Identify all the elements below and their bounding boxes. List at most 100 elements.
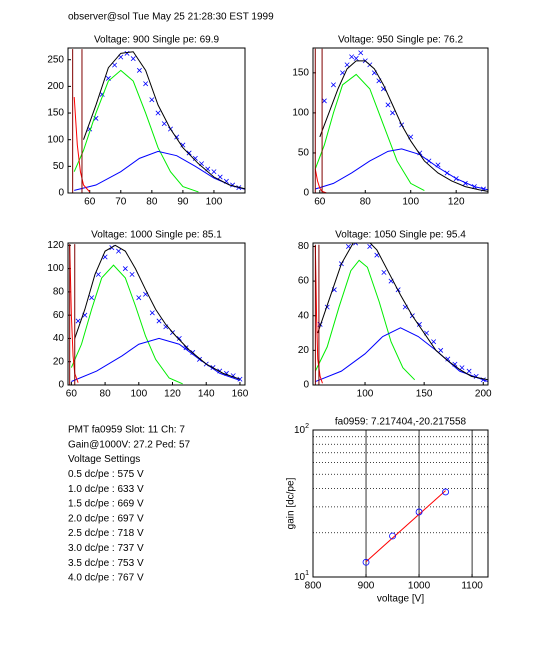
curve (314, 48, 323, 193)
y-tick-label: 100 (292, 108, 309, 119)
y-tick-label: 200 (47, 81, 64, 92)
chart-title: Voltage: 900 Single pe: 69.9 (94, 35, 220, 46)
data-point (122, 266, 128, 272)
y-tick-label: 0 (58, 188, 64, 199)
data-point (149, 97, 155, 103)
x-tick-label: 100 (130, 389, 147, 400)
axes-box (312, 47, 489, 194)
y-tick-label: 0 (303, 380, 309, 391)
info-line: 3.5 dc/pe : 753 V (68, 558, 144, 569)
x-tick-label: 90 (177, 197, 189, 208)
y-tick-exponent: 1 (305, 570, 309, 577)
data-point (149, 310, 155, 316)
axes: Voltage: 950 Single pe: 76.2 60 80 100 120 0 5… (292, 35, 489, 208)
data-point (129, 271, 135, 277)
data-point (75, 318, 81, 324)
data-point (349, 54, 355, 60)
data-point (466, 368, 472, 374)
data-point (155, 110, 161, 116)
info-line: PMT fa0959 Slot: 11 Ch: 7 (68, 425, 185, 436)
data-point (459, 365, 465, 371)
x-axis-label: voltage [V] (377, 594, 424, 605)
x-tick-label: 60 (66, 389, 78, 400)
curve (83, 51, 245, 190)
x-tick-label: 1100 (461, 581, 483, 592)
x-tick-label: 120 (164, 389, 181, 400)
x-tick-label: 100 (206, 197, 223, 208)
curve (315, 148, 488, 191)
y-tick-label: 50 (298, 148, 310, 159)
y-tick-label: 60 (298, 276, 310, 287)
data-point (136, 67, 142, 73)
data-point (381, 269, 387, 275)
data-point (385, 102, 391, 108)
data-point (442, 488, 449, 496)
info-line: 2.5 dc/pe : 718 V (68, 528, 144, 539)
curve (319, 60, 488, 192)
plot-area (314, 243, 488, 385)
curve (69, 245, 79, 383)
data-point (183, 345, 189, 351)
curve (74, 244, 241, 380)
data-point (431, 339, 437, 345)
plot-area (362, 488, 449, 566)
data-point (116, 248, 122, 254)
y-tick-label: 0 (303, 188, 309, 199)
axes-box (312, 429, 489, 578)
y-tick-label: 20 (53, 356, 65, 367)
data-point (192, 155, 198, 161)
data-point (353, 55, 359, 61)
curve (317, 243, 488, 381)
curve (72, 49, 83, 193)
y-tick-label: 150 (292, 67, 309, 78)
x-tick-label: 150 (416, 389, 433, 400)
x-tick-label: 160 (232, 389, 249, 400)
chart-title: fa0959: 7.217404,-20.217558 (335, 417, 467, 428)
info-line: 2.0 dc/pe : 697 V (68, 513, 144, 524)
y-tick-label: 80 (298, 241, 310, 252)
x-tick-label: 70 (115, 197, 127, 208)
data-point (163, 324, 169, 330)
curve (314, 73, 425, 192)
data-point (211, 169, 217, 175)
data-point (362, 558, 370, 566)
y-tick-label: 50 (53, 161, 65, 172)
chart-title: Voltage: 1000 Single pe: 85.1 (91, 230, 222, 241)
curve (314, 259, 416, 381)
data-point (237, 376, 243, 382)
y-tick-label: 120 (47, 240, 64, 251)
curve (314, 246, 323, 384)
y-tick-label: 101 (294, 570, 309, 583)
plot-area (314, 48, 488, 193)
x-tick-label: 200 (475, 389, 492, 400)
curve (73, 97, 91, 193)
info-line: 1.5 dc/pe : 669 V (68, 499, 144, 510)
y-tick-label: 60 (53, 310, 65, 321)
y-tick-label: 100 (47, 134, 64, 145)
curve (70, 264, 183, 385)
data-point (321, 98, 327, 104)
data-point (143, 81, 149, 87)
info-line: Gain@1000V: 27.2 Ped: 57 (68, 439, 191, 450)
curve (69, 244, 76, 385)
data-point (112, 62, 118, 68)
y-tick-label: 40 (53, 333, 65, 344)
info-line: 0.5 dc/pe : 575 V (68, 469, 144, 480)
x-tick-label: 100 (357, 389, 374, 400)
axes-box (312, 242, 489, 386)
x-tick-label: 80 (360, 197, 372, 208)
curve (71, 337, 241, 382)
y-tick-base: 10 (294, 425, 306, 436)
y-tick-label: 40 (298, 310, 310, 321)
data-point (353, 243, 359, 246)
data-point (389, 532, 396, 540)
y-axis-label: gain [dc/pe] (286, 477, 297, 529)
plot-area (72, 49, 245, 193)
data-point (180, 142, 186, 148)
x-tick-label: 140 (198, 389, 215, 400)
data-point (367, 243, 373, 249)
data-point (358, 50, 364, 56)
